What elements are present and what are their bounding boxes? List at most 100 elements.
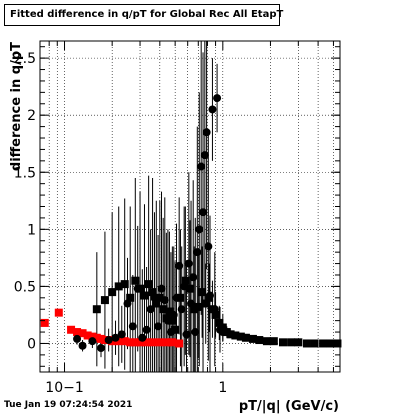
data-point-circle <box>111 333 120 342</box>
data-point-circle <box>191 328 200 337</box>
data-point-circle <box>128 322 137 331</box>
y-tick-label: 0 <box>27 336 36 352</box>
data-point-square <box>262 337 271 346</box>
data-point-square <box>162 314 171 323</box>
data-point-square <box>144 280 153 289</box>
y-tick-label: 0.5 <box>14 279 36 295</box>
data-point-circle <box>104 336 113 345</box>
data-point-circle <box>138 333 147 342</box>
data-point-square <box>226 330 235 339</box>
y-tick-label: 2 <box>27 108 36 124</box>
data-point-circle <box>177 305 186 314</box>
data-point-square <box>114 337 123 346</box>
data-point-circle <box>213 94 222 103</box>
data-point-square <box>140 291 149 300</box>
data-point-square <box>208 305 217 314</box>
data-point-square <box>100 296 109 305</box>
x-tick-label: 10−1 <box>45 380 83 396</box>
data-point-square <box>92 333 101 342</box>
data-point-circle <box>184 259 193 268</box>
data-point-square <box>310 339 319 348</box>
data-point-square <box>190 305 199 314</box>
data-point-square <box>302 339 311 348</box>
data-points <box>40 94 342 353</box>
data-point-square <box>92 305 101 314</box>
data-point-square <box>294 338 303 347</box>
data-point-square <box>40 318 49 327</box>
data-point-square <box>78 329 87 338</box>
data-point-square <box>194 302 203 311</box>
data-point-circle <box>157 284 166 293</box>
data-point-square <box>120 280 129 289</box>
data-point-square <box>175 339 184 348</box>
data-point-square <box>148 288 157 297</box>
data-point-square <box>73 328 82 337</box>
data-point-square <box>88 332 97 341</box>
data-point-circle <box>142 325 151 334</box>
data-point-square <box>326 339 335 348</box>
data-point-circle <box>117 330 126 339</box>
data-point-square <box>171 325 180 334</box>
data-point-circle <box>200 151 209 160</box>
data-point-square <box>269 337 278 346</box>
data-point-circle <box>78 341 87 350</box>
data-point-square <box>108 288 117 297</box>
data-point-square <box>168 316 177 325</box>
data-point-square <box>155 293 164 302</box>
data-point-square <box>278 338 287 347</box>
data-point-square <box>211 310 220 319</box>
chart-title: Fitted difference in q/pT for Global Rec… <box>10 9 284 20</box>
data-point-square <box>120 337 129 346</box>
data-point-square <box>236 332 245 341</box>
data-point-square <box>218 323 227 332</box>
data-point-square <box>126 293 135 302</box>
data-point-square <box>185 284 194 293</box>
data-point-square <box>231 331 240 340</box>
data-point-circle <box>189 273 198 282</box>
axis-ticks: 0 0.5 1 1.5 2 2.5 10−1 1 <box>14 41 340 396</box>
data-point-square <box>155 338 164 347</box>
y-tick-label: 1 <box>27 222 36 238</box>
data-point-square <box>83 331 92 340</box>
data-point-circle <box>88 337 97 346</box>
data-point-square <box>181 276 190 285</box>
chart-title-box: Fitted difference in q/pT for Global Rec… <box>4 4 284 26</box>
data-point-square <box>54 308 63 317</box>
data-point-square <box>131 276 140 285</box>
data-point-circle <box>202 128 211 137</box>
data-point-square <box>114 282 123 291</box>
data-point-circle <box>193 248 202 257</box>
data-point-circle <box>199 208 208 217</box>
data-point-square <box>159 305 168 314</box>
data-point-circle <box>204 242 213 251</box>
data-point-circle <box>96 344 105 353</box>
data-point-square <box>152 299 161 308</box>
data-point-square <box>215 318 224 327</box>
data-point-square <box>176 293 185 302</box>
data-point-square <box>131 338 140 347</box>
y-tick-label: 1.5 <box>14 165 36 181</box>
data-point-square <box>168 338 177 347</box>
data-point-square <box>205 293 214 302</box>
y-axis-label: difference in q/pT <box>9 42 24 171</box>
data-point-square <box>148 338 157 347</box>
data-point-circle <box>175 261 184 270</box>
data-point-square <box>287 338 296 347</box>
data-point-square <box>126 338 135 347</box>
data-point-square <box>67 325 76 334</box>
data-point-circle <box>154 322 163 331</box>
data-point-circle <box>195 225 204 234</box>
data-point-circle <box>182 330 191 339</box>
data-point-square <box>255 336 264 345</box>
data-point-circle <box>197 162 206 171</box>
error-bars <box>44 41 338 372</box>
data-point-square <box>319 339 328 348</box>
data-point-square <box>165 307 174 316</box>
x-tick-label: 1 <box>218 380 227 396</box>
data-point-square <box>201 299 210 308</box>
x-axis-label: pT/|q| (GeV/c) <box>239 399 339 414</box>
data-point-square <box>142 338 151 347</box>
data-point-square <box>198 288 207 297</box>
y-tick-label: 2.5 <box>14 51 36 67</box>
